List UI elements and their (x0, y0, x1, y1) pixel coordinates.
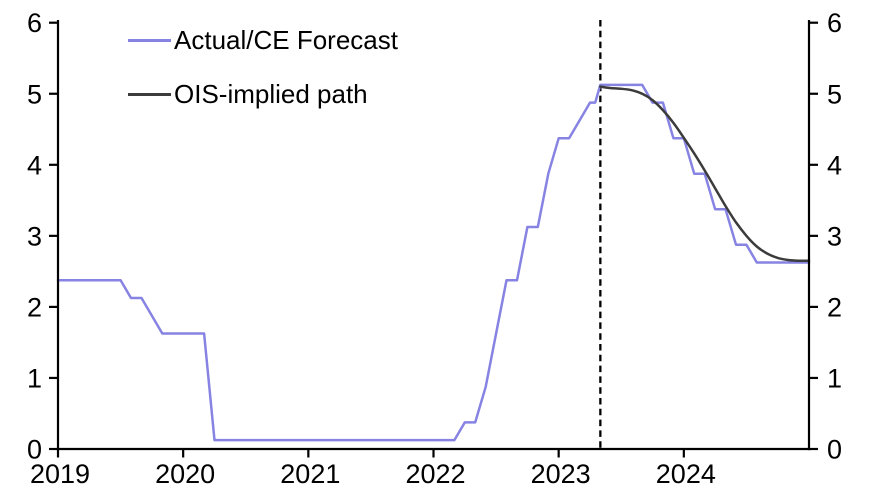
legend-label-ois: OIS-implied path (174, 79, 368, 109)
y-tick-label-right: 0 (827, 435, 842, 465)
y-tick-label-left: 5 (27, 79, 42, 109)
legend-line-sample-ois (128, 93, 171, 96)
legend: Actual/CE Forecast OIS-implied path (128, 24, 398, 111)
x-tick-label: 2020 (155, 459, 215, 489)
y-tick-label-right: 5 (827, 79, 842, 109)
x-tick-label: 2019 (30, 459, 90, 489)
y-tick-label-left: 4 (27, 150, 42, 180)
y-tick-label-left: 6 (27, 8, 42, 38)
y-tick-label-right: 3 (827, 221, 842, 251)
y-tick-label-right: 2 (827, 292, 842, 322)
y-tick-label-left: 3 (27, 221, 42, 251)
legend-item-ois-implied-path: OIS-implied path (128, 78, 398, 111)
y-tick-label-right: 1 (827, 363, 842, 393)
x-tick-label: 2023 (531, 459, 591, 489)
y-tick-label-left: 1 (27, 363, 42, 393)
legend-item-actual-ce-forecast: Actual/CE Forecast (128, 24, 398, 57)
legend-line-sample-actual (128, 39, 171, 42)
x-tick-label: 2021 (280, 459, 340, 489)
series-line-actual-ce-forecast (56, 83, 811, 442)
y-tick-label-left: 2 (27, 292, 42, 322)
x-tick-label: 2022 (405, 459, 465, 489)
x-tick-label: 2024 (656, 459, 716, 489)
series-line-ois-implied-path (599, 85, 811, 262)
y-tick-label-right: 4 (827, 150, 842, 180)
y-tick-label-right: 6 (827, 8, 842, 38)
legend-label-actual: Actual/CE Forecast (174, 25, 398, 55)
y-tick-label-left: 0 (27, 435, 42, 465)
